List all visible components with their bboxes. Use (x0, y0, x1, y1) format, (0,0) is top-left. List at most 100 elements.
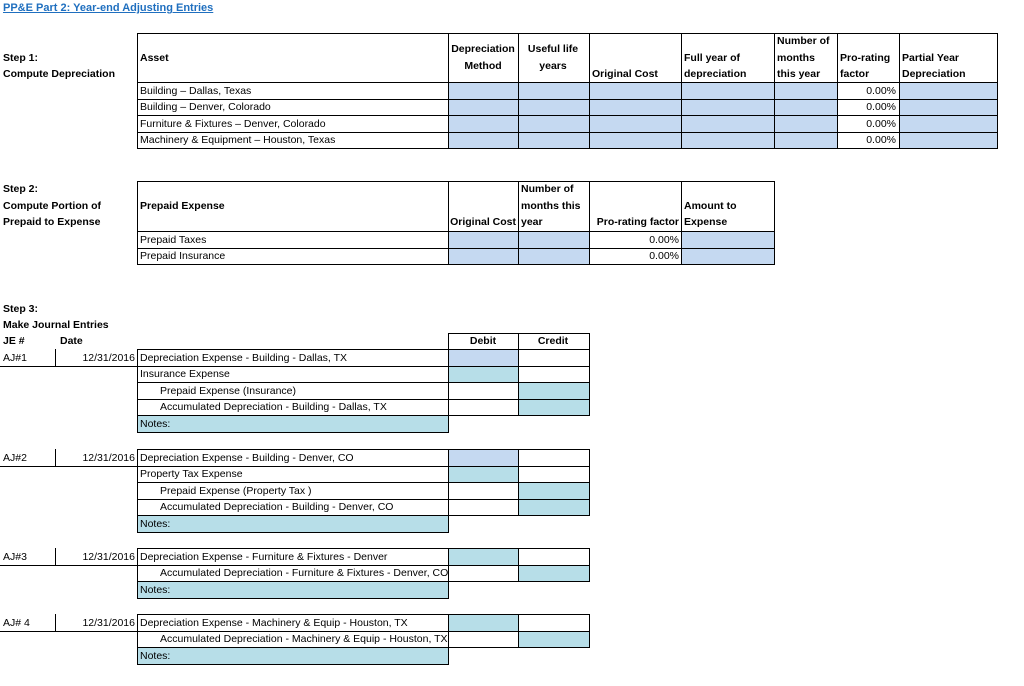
column-header: this year (777, 68, 821, 80)
credit-cell (518, 614, 590, 632)
step-label: Step 3: (3, 303, 39, 315)
asset-name: Building – Dallas, Texas (140, 84, 252, 97)
column-header: Asset (140, 52, 169, 64)
account-name: Accumulated Depreciation - Machinery & E… (160, 633, 448, 645)
step-label: Step 1: (3, 52, 39, 64)
credit-cell (518, 548, 590, 566)
entry-date: 12/31/2016 (82, 451, 135, 464)
debit-cell (448, 614, 519, 632)
step-label: Compute Portion of (3, 200, 101, 212)
step-label: Compute Depreciation (3, 68, 116, 80)
column-header: Original Cost (450, 216, 516, 228)
debit-cell (448, 382, 519, 400)
notes-cell (137, 647, 449, 665)
notes-cell (137, 415, 449, 433)
input-cell (448, 131, 519, 149)
header-cell (899, 33, 998, 83)
input-cell (518, 115, 590, 133)
header-cell (774, 33, 838, 83)
column-header: years (539, 60, 567, 72)
notes-label: Notes: (140, 517, 171, 530)
column-header: Pro-rating (840, 52, 891, 64)
account-name: Accumulated Depreciation - Building - De… (160, 501, 394, 513)
column-header: Date (60, 335, 83, 347)
input-cell (448, 82, 519, 100)
notes-cell (137, 581, 449, 599)
input-cell (899, 115, 998, 133)
column-header: months (777, 52, 815, 64)
je-underline (0, 564, 137, 566)
credit-cell (518, 382, 590, 400)
header-cell (448, 33, 519, 83)
input-cell (518, 82, 590, 100)
credit-cell (518, 449, 590, 467)
account-name: Prepaid Expense (Property Tax ) (160, 484, 312, 497)
je-number: AJ#3 (3, 550, 27, 563)
debit-cell (448, 465, 519, 483)
notes-label: Notes: (140, 649, 171, 662)
je-underline (55, 614, 56, 631)
step-label: Prepaid to Expense (3, 216, 101, 228)
je-number: AJ#1 (3, 351, 27, 364)
account-name: Depreciation Expense - Building - Dallas… (140, 351, 347, 364)
column-header: Partial Year (902, 52, 960, 64)
debit-cell (448, 548, 519, 566)
column-header: Depreciation (451, 43, 515, 55)
account-name: Depreciation Expense - Building - Denver… (140, 451, 354, 464)
je-underline (0, 365, 137, 367)
column-header: Useful life (527, 43, 579, 55)
column-header: depreciation (684, 68, 747, 80)
je-underline (0, 465, 137, 467)
debit-cell (448, 365, 519, 383)
column-header: Debit (469, 335, 497, 347)
expense-name: Prepaid Insurance (140, 250, 226, 262)
credit-cell (518, 482, 590, 500)
debit-cell (448, 398, 519, 416)
prorating-factor: 0.00% (866, 134, 896, 146)
debit-cell (448, 564, 519, 582)
credit-cell (518, 498, 590, 516)
column-header: JE # (3, 335, 25, 347)
column-header: Number of (777, 35, 830, 47)
account-name: Depreciation Expense - Machinery & Equip… (140, 616, 408, 629)
expense-name: Prepaid Taxes (140, 233, 207, 246)
debit-cell (448, 482, 519, 500)
je-number: AJ#2 (3, 451, 27, 464)
input-cell (518, 131, 590, 149)
prorating-factor: 0.00% (866, 101, 896, 113)
credit-cell (518, 564, 590, 582)
column-header: Amount to (684, 200, 737, 212)
input-cell (899, 131, 998, 149)
notes-label: Notes: (140, 583, 171, 596)
column-header: factor (840, 68, 870, 80)
je-underline (55, 449, 56, 466)
prorating-factor: 0.00% (866, 117, 896, 130)
credit-cell (518, 630, 590, 648)
sheet-title: PP&E Part 2: Year-end Adjusting Entries (3, 2, 214, 14)
header-cell (681, 33, 775, 83)
step-label: Step 2: (3, 183, 39, 195)
column-header: Method (464, 60, 502, 72)
column-header: months this (521, 200, 581, 212)
account-name: Insurance Expense (140, 368, 230, 380)
header-cell (137, 33, 449, 83)
je-number: AJ# 4 (3, 616, 30, 629)
entry-date: 12/31/2016 (82, 616, 135, 629)
notes-cell (137, 515, 449, 533)
column-header: Prepaid Expense (140, 200, 225, 212)
account-name: Depreciation Expense - Furniture & Fixtu… (140, 550, 388, 563)
je-underline (55, 548, 56, 565)
column-header: Full year of (684, 52, 741, 64)
account-name: Accumulated Depreciation - Building - Da… (160, 401, 387, 413)
prorating-factor: 0.00% (649, 233, 679, 246)
header-cell (518, 181, 590, 232)
credit-cell (518, 398, 590, 416)
je-underline (0, 630, 137, 632)
entry-date: 12/31/2016 (82, 351, 135, 364)
je-underline (55, 349, 56, 366)
input-cell (448, 115, 519, 133)
debit-cell (448, 449, 519, 467)
input-cell (899, 82, 998, 100)
account-name: Accumulated Depreciation - Furniture & F… (160, 567, 449, 579)
